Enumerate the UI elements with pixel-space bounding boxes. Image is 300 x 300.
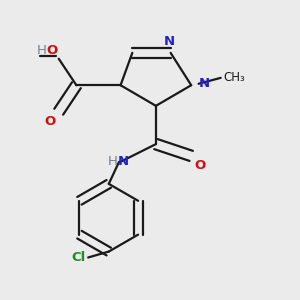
- Text: N: N: [199, 77, 210, 90]
- Text: N: N: [164, 34, 175, 47]
- Text: Cl: Cl: [72, 251, 86, 264]
- Text: H: H: [108, 155, 118, 168]
- Text: CH₃: CH₃: [223, 71, 245, 84]
- Text: O: O: [46, 44, 57, 57]
- Text: H: H: [37, 44, 46, 57]
- Text: O: O: [44, 115, 56, 128]
- Text: N: N: [118, 155, 129, 168]
- Text: O: O: [194, 159, 206, 172]
